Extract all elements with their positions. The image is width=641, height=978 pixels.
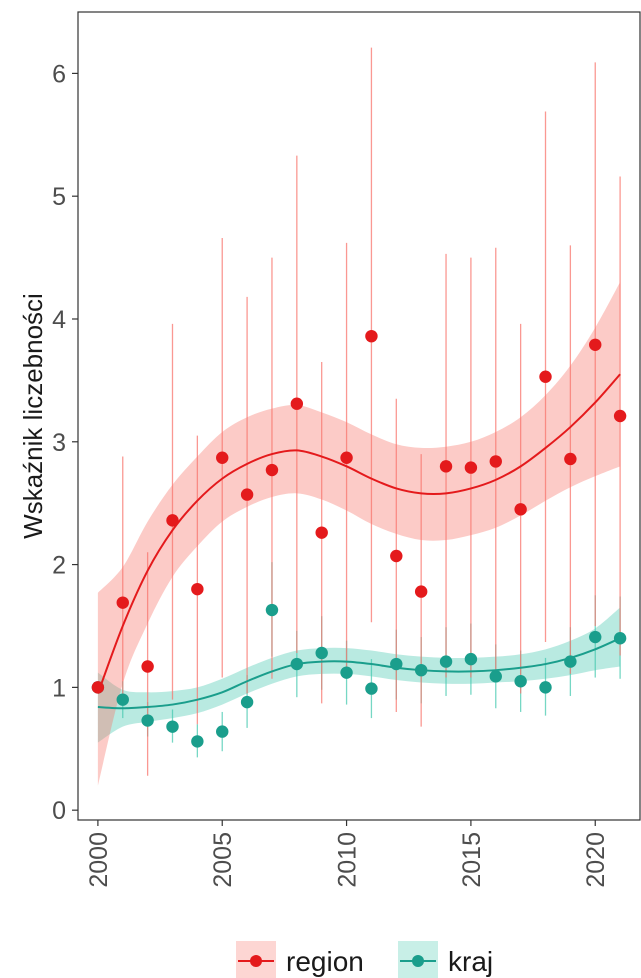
kraj-point xyxy=(290,657,304,671)
trend-lines xyxy=(96,373,621,710)
legend: region kraj xyxy=(236,941,493,978)
region-point xyxy=(340,451,353,464)
region-point xyxy=(116,596,129,609)
kraj-point xyxy=(216,725,229,738)
kraj-point xyxy=(514,675,527,688)
y-axis: 0 1 2 3 4 5 6 xyxy=(52,60,78,825)
y-tick-label: 1 xyxy=(52,674,66,702)
kraj-point xyxy=(315,646,328,660)
kraj-point xyxy=(564,655,577,668)
region-point xyxy=(365,329,378,343)
x-tick-label: 2000 xyxy=(85,832,113,888)
region-point xyxy=(439,460,453,473)
kraj-point xyxy=(191,735,204,748)
y-tick-label: 6 xyxy=(52,60,66,88)
kraj-point xyxy=(489,670,502,683)
region-point xyxy=(166,514,179,527)
kraj-point xyxy=(439,655,453,668)
region-point xyxy=(414,585,428,598)
region-point xyxy=(216,451,229,464)
region-point xyxy=(290,397,304,410)
region-confidence-band xyxy=(97,282,621,786)
region-point xyxy=(464,461,478,474)
kraj-point xyxy=(265,603,279,617)
x-tick-label: 2010 xyxy=(334,832,362,888)
kraj-point xyxy=(365,682,378,695)
region-point xyxy=(539,370,552,383)
region-point xyxy=(589,338,602,351)
kraj-point xyxy=(116,693,129,706)
region-point xyxy=(390,549,403,563)
kraj-legend-label: kraj xyxy=(448,946,493,977)
kraj-point xyxy=(613,632,627,645)
region-point xyxy=(91,681,105,694)
region-point xyxy=(265,463,279,477)
region-trend-line xyxy=(96,373,621,694)
region-point xyxy=(613,409,627,423)
kraj-legend-marker xyxy=(412,955,424,967)
x-axis: 2000 2005 2010 2015 2020 xyxy=(85,820,610,888)
region-legend-label: region xyxy=(286,946,364,977)
y-tick-label: 5 xyxy=(52,183,66,211)
kraj-point xyxy=(414,663,428,677)
y-tick-label: 4 xyxy=(52,306,66,334)
region-point xyxy=(141,660,154,673)
y-tick-label: 0 xyxy=(52,797,66,825)
kraj-confidence-band xyxy=(97,607,621,743)
kraj-point xyxy=(340,666,353,679)
kraj-point xyxy=(539,681,552,694)
region-point xyxy=(315,526,328,539)
y-axis-title: Wskaźnik liczebności xyxy=(18,293,48,539)
region-legend-marker xyxy=(250,955,262,967)
x-tick-label: 2015 xyxy=(458,832,486,888)
kraj-point xyxy=(166,720,179,733)
kraj-point xyxy=(464,652,478,666)
y-tick-label: 3 xyxy=(52,429,66,457)
data-points xyxy=(91,329,627,748)
region-point xyxy=(489,455,502,468)
kraj-point xyxy=(589,630,602,644)
confidence-bands xyxy=(97,282,621,786)
region-point xyxy=(514,503,527,516)
region-point xyxy=(564,452,577,466)
kraj-point xyxy=(240,695,254,709)
kraj-point xyxy=(141,714,154,727)
y-tick-label: 2 xyxy=(52,552,66,580)
kraj-trend-line xyxy=(97,637,621,710)
x-tick-label: 2005 xyxy=(209,832,237,888)
kraj-point xyxy=(390,657,403,671)
x-tick-label: 2020 xyxy=(582,832,610,888)
region-point xyxy=(191,582,204,596)
region-point xyxy=(240,488,254,501)
